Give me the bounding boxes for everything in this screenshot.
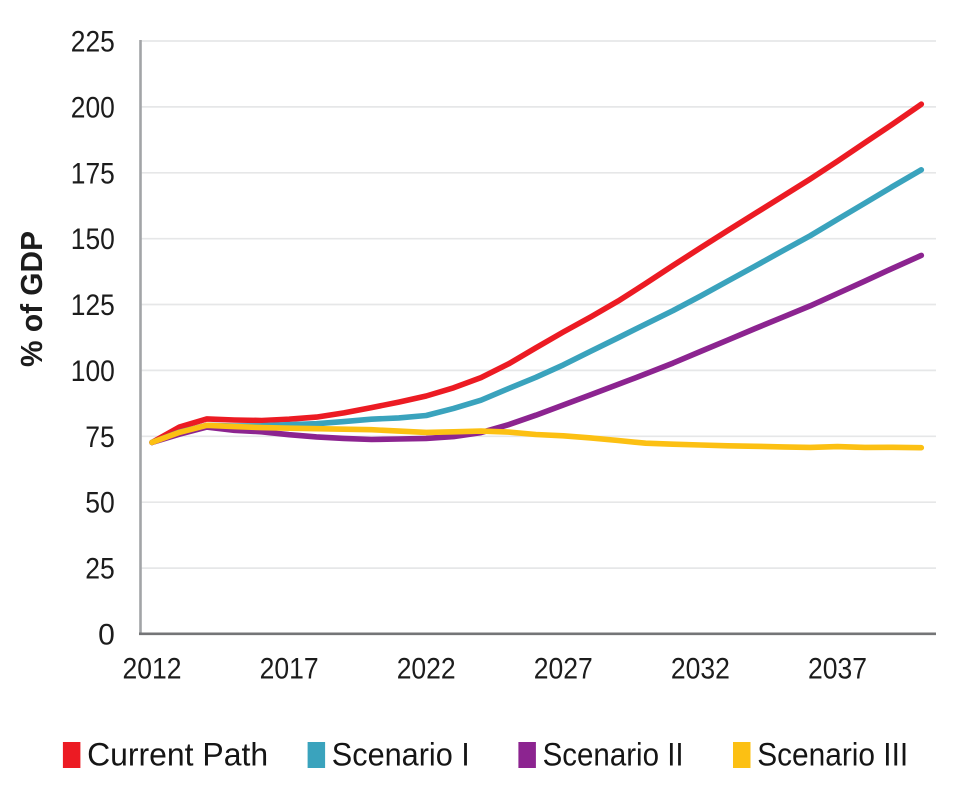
svg-text:50: 50 [85,487,115,520]
svg-text:2022: 2022 [397,653,456,686]
svg-text:Scenario I: Scenario I [332,737,470,773]
svg-text:25: 25 [85,553,115,586]
svg-text:2012: 2012 [123,653,182,686]
svg-text:Scenario III: Scenario III [757,737,908,773]
svg-text:100: 100 [71,355,115,388]
svg-text:2032: 2032 [671,653,730,686]
svg-text:Current Path: Current Path [87,737,268,773]
svg-text:Scenario II: Scenario II [543,737,684,773]
svg-text:150: 150 [71,223,115,256]
svg-text:200: 200 [71,91,115,124]
svg-text:175: 175 [71,157,115,190]
svg-text:2037: 2037 [808,653,867,686]
svg-text:2017: 2017 [260,653,319,686]
svg-text:2027: 2027 [534,653,593,686]
svg-text:% of GDP: % of GDP [14,231,49,367]
svg-text:75: 75 [85,421,115,454]
svg-text:125: 125 [71,289,115,322]
svg-text:0: 0 [98,619,115,652]
svg-text:225: 225 [71,26,115,59]
